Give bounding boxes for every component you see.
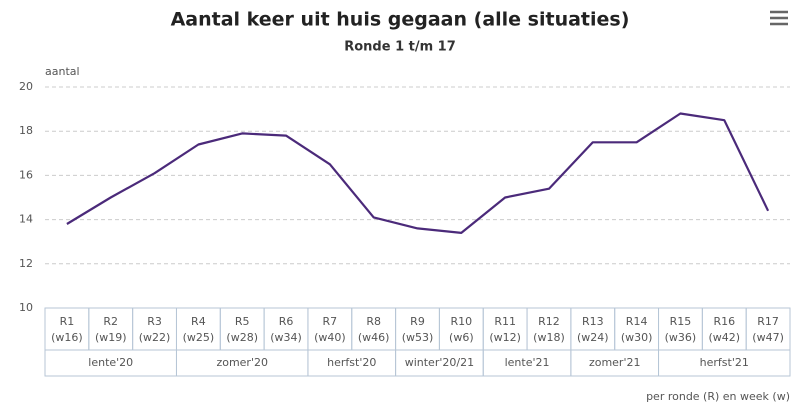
group-label: lente'20 [88,356,133,369]
x-tick-week: (w40) [314,331,346,344]
x-tick-label: R8 [366,315,381,328]
x-tick-label: R6 [279,315,294,328]
x-tick-week: (w12) [489,331,521,344]
x-tick-week: (w24) [577,331,609,344]
x-tick-label: R11 [494,315,516,328]
menu-icon[interactable] [770,10,788,26]
group-label: zomer'21 [589,356,641,369]
x-tick-label: R3 [147,315,162,328]
x-tick-week: (w47) [752,331,784,344]
group-label: herfst'21 [700,356,749,369]
x-tick-label: R1 [60,315,75,328]
x-tick-label: R7 [323,315,338,328]
x-tick-week: (w22) [139,331,171,344]
x-tick-label: R2 [103,315,118,328]
x-tick-week: (w34) [270,331,302,344]
x-tick-label: R16 [713,315,735,328]
y-tick-label: 12 [19,257,33,270]
y-tick-label: 18 [19,124,33,137]
y-tick-label: 20 [19,80,33,93]
x-tick-label: R12 [538,315,560,328]
x-tick-week: (w36) [665,331,697,344]
x-tick-week: (w28) [226,331,258,344]
y-tick-label: 14 [19,213,33,226]
x-tick-week: (w46) [358,331,390,344]
x-tick-week: (w16) [51,331,83,344]
group-label: lente'21 [505,356,550,369]
group-label: zomer'20 [216,356,268,369]
chart-title: Aantal keer uit huis gegaan (alle situat… [171,9,630,31]
x-tick-label: R14 [626,315,648,328]
x-tick-label: R17 [757,315,779,328]
footnote: per ronde (R) en week (w) [646,390,790,403]
group-label: herfst'20 [327,356,376,369]
x-tick-week: (w30) [621,331,653,344]
x-tick-week: (w19) [95,331,127,344]
x-tick-label: R10 [451,315,473,328]
y-tick-label: 16 [19,168,33,181]
x-tick-label: R9 [410,315,425,328]
y-tick-label: 10 [19,301,33,314]
x-tick-label: R4 [191,315,206,328]
x-tick-label: R15 [670,315,692,328]
x-tick-week: (w53) [402,331,434,344]
group-cell [658,349,791,377]
x-tick-label: R5 [235,315,250,328]
x-tick-week: (w25) [183,331,215,344]
chart-subtitle: Ronde 1 t/m 17 [344,40,456,55]
group-label: winter'20/21 [405,356,474,369]
y-axis-label: aantal [45,65,80,78]
x-tick-week: (w18) [533,331,565,344]
x-tick-week: (w6) [449,331,474,344]
x-tick-label: R13 [582,315,604,328]
line [66,112,770,234]
x-tick-week: (w42) [708,331,740,344]
